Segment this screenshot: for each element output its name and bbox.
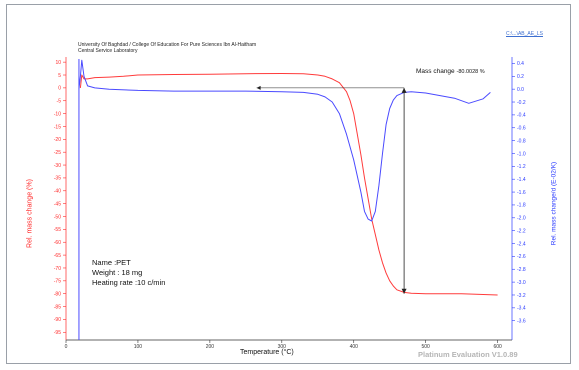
y-right-tick-label-8: -1.2 (517, 164, 526, 170)
mass-change-ref-arrow (256, 85, 261, 90)
y-left-tick-label-15: -65 (54, 253, 61, 259)
mass-change-arrow-head-top (401, 87, 407, 93)
y-right-tick-label-15: -2.6 (517, 254, 526, 260)
series-line-mass (79, 73, 498, 296)
sample-heating-rate: Heating rate :10 c/min (92, 278, 166, 287)
y-left-tick-label-4: -10 (54, 111, 61, 117)
y-right-tick-label-17: -3.0 (517, 280, 526, 286)
header-lab: Central Service Laboratory (78, 48, 138, 54)
x-tick-label-2: 200 (206, 344, 215, 350)
y-left-tick-label-0: 10 (55, 60, 61, 66)
mass-change-arrow-head-bottom (401, 288, 407, 294)
y-left-tick-label-5: -15 (54, 124, 61, 130)
chart-frame (6, 4, 571, 364)
header-institution: University Of Baghdad / College Of Educa… (78, 42, 257, 48)
y-left-tick-label-13: -55 (54, 227, 61, 233)
sample-name: Name :PET (92, 258, 131, 267)
y-left-tick-label-7: -25 (54, 150, 61, 156)
y-left-tick-label-8: -30 (54, 163, 61, 169)
y-right-tick-label-14: -2.4 (517, 241, 526, 247)
sample-weight: Weight : 18 mg (92, 268, 143, 277)
y-right-tick-label-16: -2.8 (517, 267, 526, 273)
y-left-tick-label-16: -70 (54, 266, 61, 272)
y-left-tick-label-10: -40 (54, 189, 61, 195)
y-left-tick-label-20: -90 (54, 317, 61, 323)
y-right-tick-label-4: -0.4 (517, 113, 526, 119)
mass-change-annotation: Mass change -80.0028 % (416, 68, 485, 75)
y-left-tick-label-3: -5 (57, 99, 62, 105)
x-tick-label-6: 600 (493, 344, 502, 350)
y-right-tick-label-2: 0.0 (517, 87, 524, 93)
y-left-tick-label-21: -95 (54, 330, 61, 336)
mass-change-label: Mass change (416, 68, 455, 75)
y-right-tick-label-6: -0.8 (517, 138, 526, 144)
series-line-dtg (78, 59, 491, 222)
x-tick-label-5: 500 (422, 344, 431, 350)
x-tick-label-0: 0 (65, 344, 68, 350)
y-right-tick-label-13: -2.2 (517, 228, 526, 234)
y-left-tick-label-6: -20 (54, 137, 61, 143)
y-right-tick-label-3: -0.2 (517, 100, 526, 106)
y-right-tick-label-20: -3.6 (517, 319, 526, 325)
y-left-tick-label-19: -85 (54, 304, 61, 310)
y-right-tick-label-1: 0.2 (517, 74, 524, 80)
y-left-tick-label-1: 5 (58, 73, 61, 79)
y-left-tick-label-17: -75 (54, 279, 61, 285)
y-left-tick-label-18: -80 (54, 291, 61, 297)
y-right-tick-label-10: -1.6 (517, 190, 526, 196)
y-right-tick-label-18: -3.2 (517, 293, 526, 299)
x-tick-label-1: 100 (134, 344, 143, 350)
sample-info: Name :PET Weight : 18 mg Heating rate :1… (92, 258, 165, 288)
y-right-tick-label-7: -1.0 (517, 151, 526, 157)
y-left-tick-label-11: -45 (54, 201, 61, 207)
software-watermark: Platinum Evaluation V1.0.89 (418, 350, 518, 359)
y-axis-right-label: Rel. mass change/d (E-02/K) (550, 161, 558, 246)
y-right-tick-label-0: 0.4 (517, 61, 524, 67)
y-left-tick-label-9: -35 (54, 176, 61, 182)
y-right-tick-label-12: -2.0 (517, 216, 526, 222)
y-left-tick-label-14: -60 (54, 240, 61, 246)
y-left-tick-label-12: -50 (54, 214, 61, 220)
y-right-tick-label-19: -3.4 (517, 306, 526, 312)
y-right-tick-label-5: -0.6 (517, 126, 526, 132)
corner-link[interactable]: C:\...\AB_AE_LS (506, 31, 543, 37)
y-right-tick-label-9: -1.4 (517, 177, 526, 183)
x-tick-label-3: 300 (278, 344, 287, 350)
mass-change-value: -80.0028 % (456, 69, 485, 75)
y-left-tick-label-2: 0 (58, 86, 61, 92)
x-tick-label-4: 400 (350, 344, 359, 350)
x-axis-label: Temperature (°C) (240, 349, 294, 356)
y-right-tick-label-11: -1.8 (517, 203, 526, 209)
y-axis-left-label: Rel. mass change (%) (26, 179, 34, 248)
